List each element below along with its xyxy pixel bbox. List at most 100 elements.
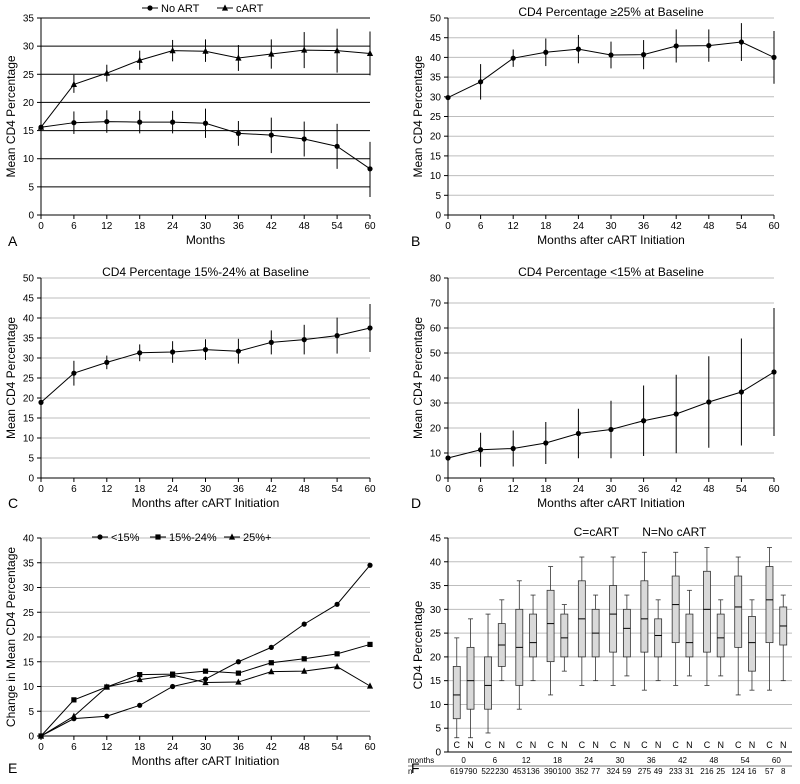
panel-c-xlabel: Months after cART Initiation [132, 496, 280, 510]
panel-b-ytick-label: 0 [435, 211, 441, 222]
panel-d-xtick-label: 24 [573, 484, 585, 495]
panel-c-xtick-label: 30 [200, 484, 212, 495]
panel-e-letter: E [8, 760, 17, 776]
panel-a-series-no-art-point [235, 130, 241, 136]
panel-b-title: CD4 Percentage ≥25% at Baseline [518, 5, 704, 19]
panel-f-box-6-n-n: 230 [495, 767, 509, 776]
panel-b-series-0-point [478, 79, 484, 85]
panel-c-ytick-label: 15 [23, 414, 35, 425]
panel-c-ytick-label: 30 [23, 354, 35, 365]
panel-b-xtick-label: 12 [508, 221, 520, 232]
panel-f-ytick-label: 35 [430, 581, 442, 592]
panel-a-ytick-label: 25 [23, 70, 35, 81]
panel-e-series-25-point [366, 682, 374, 689]
panel-f-box-60-n-group: N [780, 740, 787, 750]
panel-d-ylabel: Mean CD4 Percentage [411, 317, 425, 439]
panel-f-ytick-label: 40 [430, 557, 442, 568]
panel-c-ytick-label: 45 [23, 294, 35, 305]
panel-c-xtick-label: 42 [266, 484, 278, 495]
panel-f-box-54-n-group: N [749, 740, 756, 750]
panel-f-box-0-n-n: 790 [464, 767, 478, 776]
panel-f-box-60-c-group: C [766, 740, 773, 750]
panel-a-ylabel: Mean CD4 Percentage [4, 55, 18, 177]
panel-c-series-0-point [71, 370, 77, 376]
panel-a-series-cart-point [268, 50, 275, 57]
panel-e-ytick-label: 20 [23, 633, 35, 644]
panel-a-ytick-label: 15 [23, 126, 35, 137]
panel-b-xtick-label: 24 [573, 221, 585, 232]
panel-a-legend-marker [221, 4, 229, 11]
panel-a-xtick-label: 48 [299, 221, 311, 232]
panel-f-box-6-c-n: 522 [481, 767, 495, 776]
panel-e-series-25-point [202, 678, 209, 686]
panel-f-box-42-c-iqr [671, 575, 680, 644]
panel-e-ytick-label: 5 [28, 707, 34, 718]
panel-f-box-42-n-iqr [685, 613, 694, 658]
panel-e-ytick-label: 0 [28, 732, 34, 743]
panel-c-series-0-line [40, 327, 371, 403]
panel-e-series-25-point [235, 678, 242, 685]
panel-d-series-0-point [608, 426, 614, 433]
panel-f-box-36-n-iqr [654, 618, 663, 658]
panel-f-box-30-c-group: C [610, 740, 617, 750]
panel-f-box-18-n-n: 100 [558, 767, 572, 776]
panel-d-xtick-label: 30 [605, 484, 617, 495]
panel-c-title: CD4 Percentage 15%-24% at Baseline [102, 265, 309, 279]
panel-e-xtick-label: 54 [332, 742, 344, 753]
panel-f-box-18-n-group: N [561, 740, 568, 750]
panel-f-box-18-c-iqr [546, 589, 555, 663]
panel-f-ytick-label: 0 [435, 748, 441, 759]
panel-c-series-0-point [334, 333, 340, 339]
panel-c-xtick-label: 12 [101, 484, 113, 495]
panel-d-series-0-point [445, 455, 451, 461]
panel-d-series-0-point [641, 418, 647, 424]
panel-f-box-18-c-group: C [547, 740, 554, 750]
panel-e-legend-label: 15%-24% [169, 532, 217, 544]
panel-f-ytick-label: 15 [430, 676, 442, 687]
panel-f-box-36-c-iqr [640, 580, 649, 653]
panel-f-box-54-c-iqr [734, 575, 743, 648]
panel-f-group-label: months [408, 756, 434, 765]
panel-e-xtick-label: 24 [167, 742, 179, 753]
panel-d-xtick-label: 60 [768, 484, 780, 495]
panel-c-xtick-label: 54 [332, 484, 344, 495]
panel-f-box-18-n-iqr [560, 613, 569, 658]
panel-a-series-no-art-point [202, 120, 209, 126]
panel-d-ytick-label: 80 [430, 274, 442, 285]
panel-f-box-42-n-n: 31 [685, 767, 694, 776]
panel-c-series-0-point [202, 347, 209, 353]
panel-e-legend-label: 25%+ [243, 532, 271, 544]
panel-f-month-label: 36 [647, 756, 656, 765]
panel-f-box-54-n-n: 16 [748, 767, 757, 776]
panel-a-xtick-label: 36 [233, 221, 245, 232]
panel-f-month-label: 42 [678, 756, 687, 765]
panel-b-ytick-label: 10 [430, 171, 442, 182]
panel-a-xlabel: Months [186, 233, 225, 247]
panel-c-ytick-label: 20 [23, 394, 35, 405]
panel-e-series-15-24-point [367, 641, 373, 648]
panel-a-series-cart-point [334, 47, 341, 54]
panel-b-ytick-label: 30 [430, 92, 442, 103]
panel-e-series-15-point [137, 702, 143, 708]
panel-f-box-24-n-n: 77 [591, 767, 600, 776]
panel-d-xtick-label: 42 [671, 484, 683, 495]
panel-b-series-0-point [445, 94, 451, 101]
panel-b-ytick-label: 35 [430, 73, 442, 84]
panel-a-xtick-label: 6 [71, 221, 77, 232]
panel-f-box-0-c-group: C [454, 740, 461, 750]
panel-e-series-15-point [334, 601, 340, 607]
panel-f-box-42-c-n: 233 [669, 767, 683, 776]
panel-a-ytick-label: 5 [28, 182, 34, 193]
panel-e-ytick-label: 10 [23, 682, 35, 693]
panel-b-series-0-point [641, 52, 647, 58]
panel-a-legend-label: No ART [161, 3, 200, 15]
panel-b-series-0-point [771, 54, 777, 61]
panel-d-xtick-label: 54 [736, 484, 748, 495]
panel-b-series-0-point [543, 49, 549, 55]
panel-a-series-cart-point [202, 47, 209, 54]
panel-f-box-60-n-n: 8 [781, 767, 786, 776]
panel-c-ytick-label: 50 [23, 274, 35, 285]
panel-a-series-cart-point [103, 69, 110, 76]
panel-f-box-6-c-iqr [484, 656, 492, 710]
panel-c-series-0-point [137, 350, 143, 356]
